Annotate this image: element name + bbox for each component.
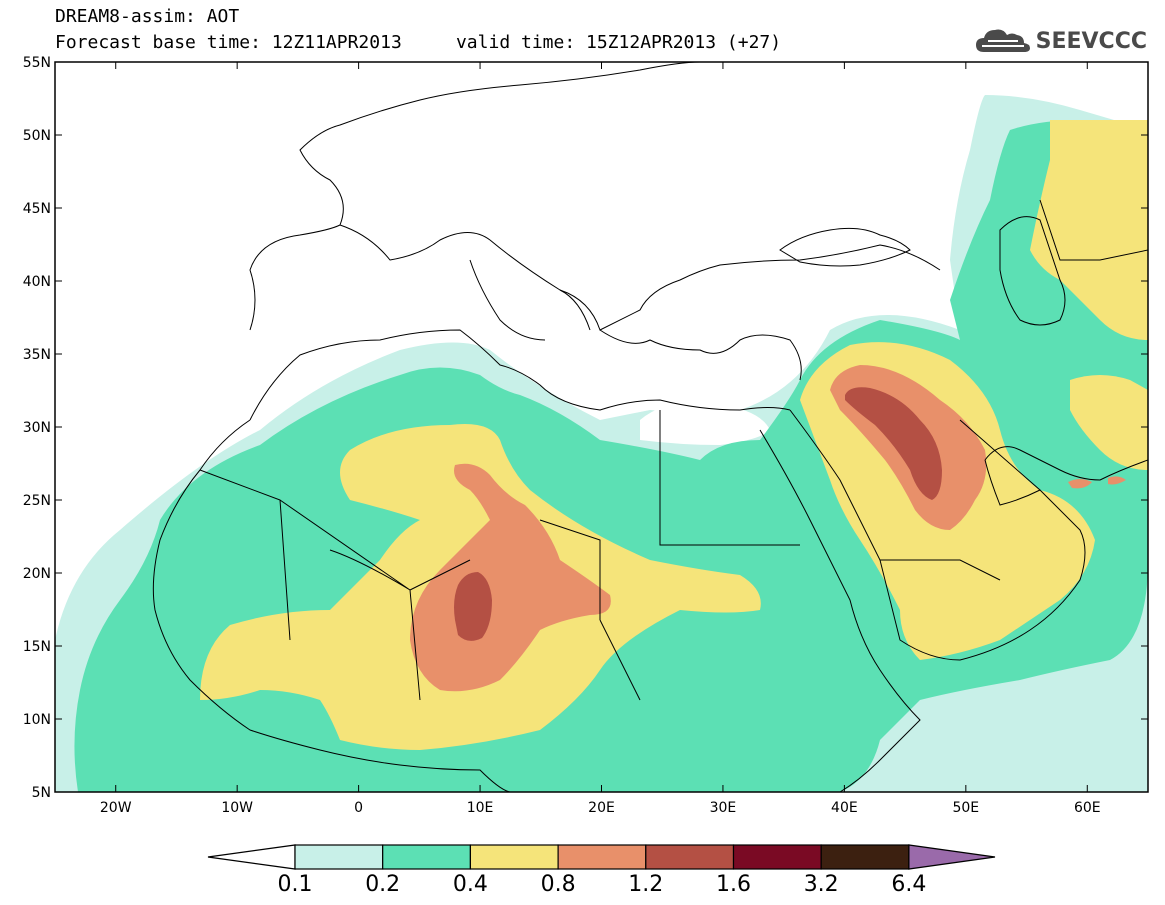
colorbar-box <box>469 844 559 870</box>
lon-tick-label: 60E <box>1074 800 1101 816</box>
lat-tick-label: 45N <box>23 201 51 217</box>
colorbar-label: 1.2 <box>628 872 663 897</box>
lon-tick-label: 10W <box>221 800 253 816</box>
colorbar-label: 3.2 <box>804 872 839 897</box>
colorbar-label: 0.8 <box>541 872 576 897</box>
lat-tick-label: 50N <box>23 128 51 144</box>
title-line-1: DREAM8-assim: AOT <box>55 6 240 27</box>
aot-band-0-4-central-asia <box>1030 120 1148 340</box>
colorbar-box <box>294 844 384 870</box>
lat-tick-label: 25N <box>23 493 51 509</box>
lon-tick-label: 10E <box>467 800 494 816</box>
lat-tick-label: 35N <box>23 347 51 363</box>
colorbar-box <box>382 844 472 870</box>
axis-ticks: 5N 10N 15N 20N 25N 30N 35N 40N 45N 50N 55N 20W 10W 0 1… <box>23 55 1148 816</box>
coastlines <box>152 62 1148 792</box>
colorbar-label: 0.2 <box>365 872 400 897</box>
aot-contour-fills <box>55 95 1148 792</box>
aot-band-0-8-iran-spot <box>1068 476 1126 489</box>
title-line-2: Forecast base time: 12Z11APR2013 valid t… <box>55 32 782 53</box>
aot-band-0-4-iran <box>1070 375 1148 470</box>
brand-text: SEEVCCC <box>1035 28 1147 54</box>
colorbar-label: 6.4 <box>891 872 926 897</box>
colorbar-under-triangle <box>207 844 296 870</box>
lat-tick-label: 40N <box>23 274 51 290</box>
aot-band-white-egypt <box>640 402 770 445</box>
colorbar-label: 0.1 <box>278 872 313 897</box>
lon-tick-label: 20W <box>100 800 132 816</box>
colorbar-box <box>557 844 647 870</box>
colorbar-box <box>645 844 735 870</box>
lon-tick-label: 30E <box>710 800 737 816</box>
brand-logo: SEEVCCC <box>974 24 1147 58</box>
lat-tick-label: 5N <box>32 785 51 801</box>
lat-tick-label: 15N <box>23 639 51 655</box>
colorbar-label: 0.4 <box>453 872 488 897</box>
colorbar-box <box>732 844 822 870</box>
aot-band-1-2-arabia <box>845 387 942 500</box>
colorbar-box <box>820 844 910 870</box>
lon-tick-label: 50E <box>952 800 979 816</box>
lon-tick-label: 0 <box>354 800 363 816</box>
lat-tick-label: 30N <box>23 420 51 436</box>
cloud-logo-icon <box>975 29 1030 52</box>
colorbar-label: 1.6 <box>716 872 751 897</box>
lat-tick-label: 10N <box>23 712 51 728</box>
colorbar-over-triangle <box>908 844 996 870</box>
lat-tick-label: 55N <box>23 55 51 71</box>
aot-band-1-2-sahara <box>454 572 492 641</box>
lon-tick-label: 40E <box>831 800 858 816</box>
lat-tick-label: 20N <box>23 566 51 582</box>
lon-tick-label: 20E <box>588 800 615 816</box>
